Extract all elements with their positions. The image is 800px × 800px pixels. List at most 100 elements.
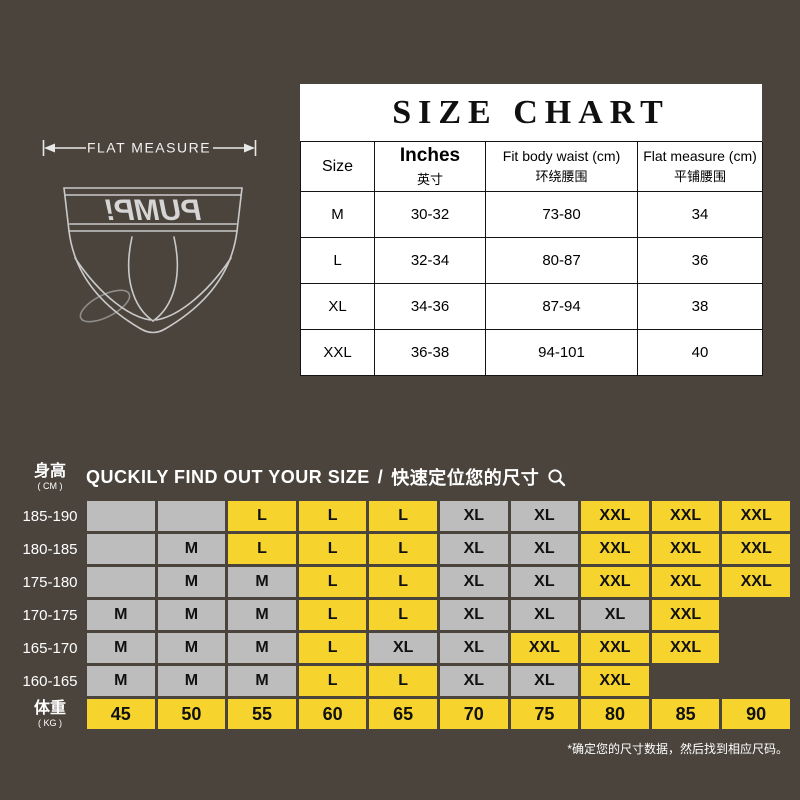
- size-finder-grid: 185-190 L L L XL XL XXL XXL XXL 180-185 M L L L XL XL XX…: [16, 501, 790, 729]
- column-header-inches-zh: 英寸: [416, 172, 443, 187]
- size-cell: XXL: [722, 501, 790, 531]
- column-header-size: Size: [301, 142, 375, 192]
- size-cell: L: [369, 600, 437, 630]
- size-cell: XXL: [581, 567, 649, 597]
- weight-cell: 60: [298, 699, 367, 729]
- size-cell: XL: [510, 600, 579, 630]
- size-cell: L: [298, 501, 367, 531]
- flat-measure-label: FLAT MEASURE: [87, 140, 211, 156]
- size-cell: XL: [439, 600, 508, 630]
- size-cell: XL: [510, 501, 579, 531]
- footnote: *确定您的尺寸数据，然后找到相应尺码。: [567, 742, 788, 756]
- height-axis-text: 身高: [33, 462, 66, 480]
- weight-cell: 70: [439, 699, 508, 729]
- size-cell: XL: [510, 567, 579, 597]
- size-chart-cell: 40: [638, 330, 763, 376]
- size-cell: XXL: [581, 633, 649, 663]
- height-range-label: 165-170: [22, 639, 78, 657]
- height-range-label: 170-175: [22, 606, 78, 624]
- weight-axis-text: 体重: [33, 699, 66, 717]
- size-finder-title: QUCKILY FIND OUT YOUR SIZE / 快速定位您的尺寸: [84, 464, 790, 490]
- size-cell: XL: [439, 534, 508, 564]
- size-cell: M: [228, 666, 296, 696]
- size-chart-cell: 34: [638, 192, 763, 238]
- size-chart-cell: 38: [638, 284, 763, 330]
- column-header-flat-measure: Flat measure (cm) 平铺腰围: [638, 142, 763, 192]
- size-chart-cell: 32-34: [375, 238, 486, 284]
- magnifier-icon: [548, 468, 566, 486]
- size-cell: M: [87, 666, 155, 696]
- size-cell: [722, 600, 790, 630]
- size-chart-table: SIZE CHART Size Inches 英寸 Fit body waist…: [300, 84, 763, 376]
- size-cell: XL: [439, 666, 508, 696]
- column-header-inches: Inches 英寸: [375, 142, 486, 192]
- size-chart-cell: M: [301, 192, 375, 238]
- finder-title-en: QUCKILY FIND OUT YOUR SIZE: [86, 466, 370, 487]
- size-cell: XL: [439, 633, 508, 663]
- size-chart-cell: 94-101: [486, 330, 638, 376]
- size-chart-cell: XL: [301, 284, 375, 330]
- finder-title-separator: /: [377, 466, 384, 487]
- size-cell: XXL: [581, 501, 649, 531]
- weight-axis-unit: ( KG ): [38, 718, 62, 729]
- size-cell: XL: [510, 666, 579, 696]
- size-cell: M: [157, 666, 226, 696]
- size-cell: XXL: [651, 567, 720, 597]
- size-cell: L: [298, 534, 367, 564]
- size-chart-cell: XXL: [301, 330, 375, 376]
- height-range-label: 180-185: [22, 540, 78, 558]
- column-header-size-en: Size: [321, 157, 354, 175]
- size-cell: M: [87, 633, 155, 663]
- weight-cell: 80: [581, 699, 649, 729]
- size-chart-cell: 36-38: [375, 330, 486, 376]
- size-cell: XXL: [651, 600, 720, 630]
- size-cell: XL: [510, 534, 579, 564]
- size-cell: L: [369, 567, 437, 597]
- waistband-brand-text: PUMP!: [105, 194, 202, 227]
- size-cell: XL: [369, 633, 437, 663]
- size-chart-cell: 87-94: [486, 284, 638, 330]
- leg-opening-outline: [79, 289, 131, 323]
- size-cell: L: [298, 666, 367, 696]
- size-chart-cell: 73-80: [486, 192, 638, 238]
- size-cell: XXL: [651, 633, 720, 663]
- size-cell: XXL: [651, 534, 720, 564]
- size-cell: M: [157, 534, 226, 564]
- weight-cell: 65: [369, 699, 437, 729]
- weight-axis-label: 体重( KG ): [16, 699, 84, 729]
- size-finder: 身高 ( CM ) QUCKILY FIND OUT YOUR SIZE / 快…: [16, 455, 790, 757]
- flat-measure-indicator: FLAT MEASURE: [42, 140, 257, 156]
- size-cell: [157, 501, 226, 531]
- size-cell: XL: [439, 501, 508, 531]
- height-range-label: 185-190: [22, 507, 78, 525]
- size-chart-title: SIZE CHART: [392, 93, 670, 131]
- weight-cell: 90: [722, 699, 790, 729]
- size-cell: [87, 501, 155, 531]
- size-chart-cell: 34-36: [375, 284, 486, 330]
- size-chart-cell: 80-87: [486, 238, 638, 284]
- size-cell: [87, 567, 155, 597]
- size-cell: M: [228, 567, 296, 597]
- height-range-label: 175-180: [22, 573, 78, 591]
- size-cell: [722, 666, 790, 696]
- size-cell: M: [157, 600, 226, 630]
- size-finder-header: 身高 ( CM ) QUCKILY FIND OUT YOUR SIZE / 快…: [16, 455, 790, 499]
- column-header-fit-waist: Fit body waist (cm) 环绕腰围: [486, 142, 638, 192]
- weight-cell: 55: [228, 699, 296, 729]
- size-cell: L: [298, 600, 367, 630]
- size-chart-grid: Size Inches 英寸 Fit body waist (cm) 环绕腰围 …: [300, 141, 763, 376]
- size-cell: XL: [439, 567, 508, 597]
- weight-cell: 85: [651, 699, 720, 729]
- size-cell: M: [157, 567, 226, 597]
- size-cell: XXL: [581, 534, 649, 564]
- size-cell: M: [228, 633, 296, 663]
- height-axis-unit: ( CM ): [37, 481, 63, 492]
- size-chart-cell: 30-32: [375, 192, 486, 238]
- size-cell: L: [369, 534, 437, 564]
- size-chart-cell: 36: [638, 238, 763, 284]
- size-cell: L: [228, 534, 296, 564]
- column-header-inches-en: Inches: [399, 145, 461, 166]
- size-cell: [652, 666, 720, 696]
- column-header-fit-waist-en: Fit body waist (cm): [502, 148, 621, 164]
- size-cell: M: [157, 633, 226, 663]
